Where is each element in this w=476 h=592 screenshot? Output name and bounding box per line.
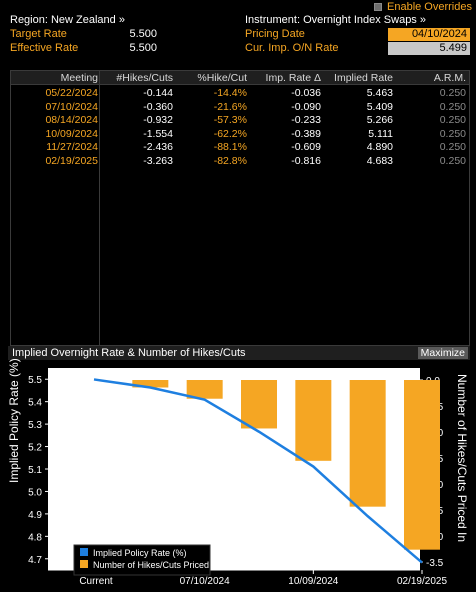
x-tick-label: 10/09/2024 xyxy=(288,576,338,587)
table-row[interactable]: 07/10/2024 -0.360 -21.6% -0.090 5.409 0.… xyxy=(11,101,469,115)
hikes-cuts-bar xyxy=(349,380,386,507)
effective-rate-label: Effective Rate xyxy=(10,42,79,54)
y-left-tick-label: 5.2 xyxy=(28,443,42,454)
hikes-cuts-bar xyxy=(404,380,440,550)
target-rate-value: 5.500 xyxy=(129,28,157,40)
y-left-tick-label: 5.4 xyxy=(28,398,42,409)
pct-hike-cut-cell: -62.2% xyxy=(213,127,247,140)
legend-swatch xyxy=(80,548,88,556)
table-header: Meeting #Hikes/Cuts %Hike/Cut Imp. Rate … xyxy=(11,71,469,85)
chart-header: Implied Overnight Rate & Number of Hikes… xyxy=(8,346,470,360)
maximize-button[interactable]: Maximize xyxy=(417,347,468,359)
implied-rate-cell: 4.890 xyxy=(366,141,393,153)
legend-label: Number of Hikes/Cuts Priced In xyxy=(93,560,219,570)
instrument-selector[interactable]: Instrument: Overnight Index Swaps » xyxy=(245,14,426,26)
pct-hike-cut-cell: -21.6% xyxy=(213,100,247,113)
imp-rate-delta-cell: -0.233 xyxy=(291,114,321,126)
pct-hike-cut-cell: -88.1% xyxy=(213,141,247,153)
table-row[interactable]: 05/22/2024 -0.144 -14.4% -0.036 5.463 0.… xyxy=(11,87,469,101)
arm-cell: 0.250 xyxy=(439,127,466,140)
hikes-cuts-cell: -0.360 xyxy=(143,100,173,113)
cur-imp-rate-value: 5.499 xyxy=(388,42,470,55)
col-implied-rate[interactable]: Implied Rate xyxy=(334,72,393,84)
x-tick-label: 02/19/2025 xyxy=(397,576,447,587)
chart-title: Implied Overnight Rate & Number of Hikes… xyxy=(12,347,246,359)
hikes-cuts-cell: -3.263 xyxy=(143,154,173,167)
y-left-tick-label: 4.8 xyxy=(28,532,42,543)
col-arm[interactable]: A.R.M. xyxy=(433,72,466,84)
meeting-date: 02/19/2025 xyxy=(45,154,98,167)
col-meeting[interactable]: Meeting xyxy=(60,72,98,84)
hikes-cuts-bar xyxy=(186,380,223,399)
arm-cell: 0.250 xyxy=(439,87,466,99)
y-right-tick-label: -3.5 xyxy=(426,558,444,569)
hikes-cuts-cell: -0.144 xyxy=(143,87,173,99)
implied-rate-cell: 5.409 xyxy=(366,100,393,113)
legend-swatch xyxy=(80,560,88,568)
imp-rate-delta-cell: -0.036 xyxy=(291,87,321,99)
target-rate-label: Target Rate xyxy=(10,28,67,40)
arm-cell: 0.250 xyxy=(439,154,466,167)
implied-rate-cell: 5.111 xyxy=(368,127,393,140)
legend-label: Implied Policy Rate (%) xyxy=(93,548,187,558)
cur-imp-rate-label: Cur. Imp. O/N Rate xyxy=(245,42,339,54)
chart-legend xyxy=(73,544,211,576)
table-row[interactable]: 08/14/2024 -0.932 -57.3% -0.233 5.266 0.… xyxy=(11,114,469,128)
enable-overrides-label: Enable Overrides xyxy=(387,1,472,13)
col-hikes-cuts[interactable]: #Hikes/Cuts xyxy=(116,72,173,84)
hikes-cuts-bar xyxy=(132,380,169,388)
y-left-tick-label: 5.0 xyxy=(28,487,42,498)
column-divider xyxy=(99,71,100,345)
enable-overrides-toggle[interactable]: Enable Overrides xyxy=(374,1,472,13)
arm-cell: 0.250 xyxy=(439,100,466,113)
implied-rate-line xyxy=(93,378,423,564)
imp-rate-delta-cell: -0.389 xyxy=(291,127,321,140)
y-left-tick-label: 5.5 xyxy=(28,375,42,386)
imp-rate-delta-cell: -0.090 xyxy=(291,100,321,113)
region-selector[interactable]: Region: New Zealand » xyxy=(10,14,125,26)
pct-hike-cut-cell: -14.4% xyxy=(213,87,247,99)
hikes-cuts-bar xyxy=(295,380,332,461)
arm-cell: 0.250 xyxy=(439,114,466,126)
y-left-tick-label: 4.7 xyxy=(28,555,42,566)
pct-hike-cut-cell: -82.8% xyxy=(213,154,247,167)
hikes-cuts-cell: -1.554 xyxy=(143,127,173,140)
y-left-tick-label: 4.9 xyxy=(28,510,42,521)
meetings-table: Meeting #Hikes/Cuts %Hike/Cut Imp. Rate … xyxy=(10,70,470,346)
x-tick-label: 07/10/2024 xyxy=(180,576,230,587)
meeting-date: 05/22/2024 xyxy=(45,87,98,99)
table-row[interactable]: 11/27/2024 -2.436 -88.1% -0.609 4.890 0.… xyxy=(11,141,469,155)
col-imp-rate-delta[interactable]: Imp. Rate Δ xyxy=(265,72,321,84)
hikes-cuts-cell: -2.436 xyxy=(143,141,173,153)
hikes-cuts-cell: -0.932 xyxy=(143,114,173,126)
y-left-tick-label: 5.1 xyxy=(28,465,42,476)
meeting-date: 10/09/2024 xyxy=(45,127,98,140)
meeting-date: 11/27/2024 xyxy=(46,141,98,153)
arm-cell: 0.250 xyxy=(439,141,466,153)
y-left-tick-label: 5.3 xyxy=(28,420,42,431)
implied-rate-cell: 4.683 xyxy=(366,154,393,167)
pricing-date-label: Pricing Date xyxy=(245,28,305,40)
meeting-date: 07/10/2024 xyxy=(45,100,98,113)
table-row[interactable]: 02/19/2025 -3.263 -82.8% -0.816 4.683 0.… xyxy=(11,155,469,169)
imp-rate-delta-cell: -0.609 xyxy=(291,141,321,153)
rate-chart: 5.55.45.35.25.15.04.94.84.70.0-0.5-1.0-1… xyxy=(28,368,447,587)
implied-rate-cell: 5.463 xyxy=(366,87,393,99)
pricing-date-input[interactable]: 04/10/2024 xyxy=(388,28,470,41)
col-pct-hike-cut[interactable]: %Hike/Cut xyxy=(197,72,247,84)
x-tick-label: Current xyxy=(79,576,113,587)
hikes-cuts-bar xyxy=(241,380,277,429)
effective-rate-value: 5.500 xyxy=(129,42,157,54)
table-row[interactable]: 10/09/2024 -1.554 -62.2% -0.389 5.111 0.… xyxy=(11,128,469,142)
implied-rate-cell: 5.266 xyxy=(366,114,393,126)
checkbox-icon[interactable] xyxy=(374,3,382,11)
pct-hike-cut-cell: -57.3% xyxy=(213,114,247,126)
imp-rate-delta-cell: -0.816 xyxy=(291,154,321,167)
meeting-date: 08/14/2024 xyxy=(45,114,98,126)
